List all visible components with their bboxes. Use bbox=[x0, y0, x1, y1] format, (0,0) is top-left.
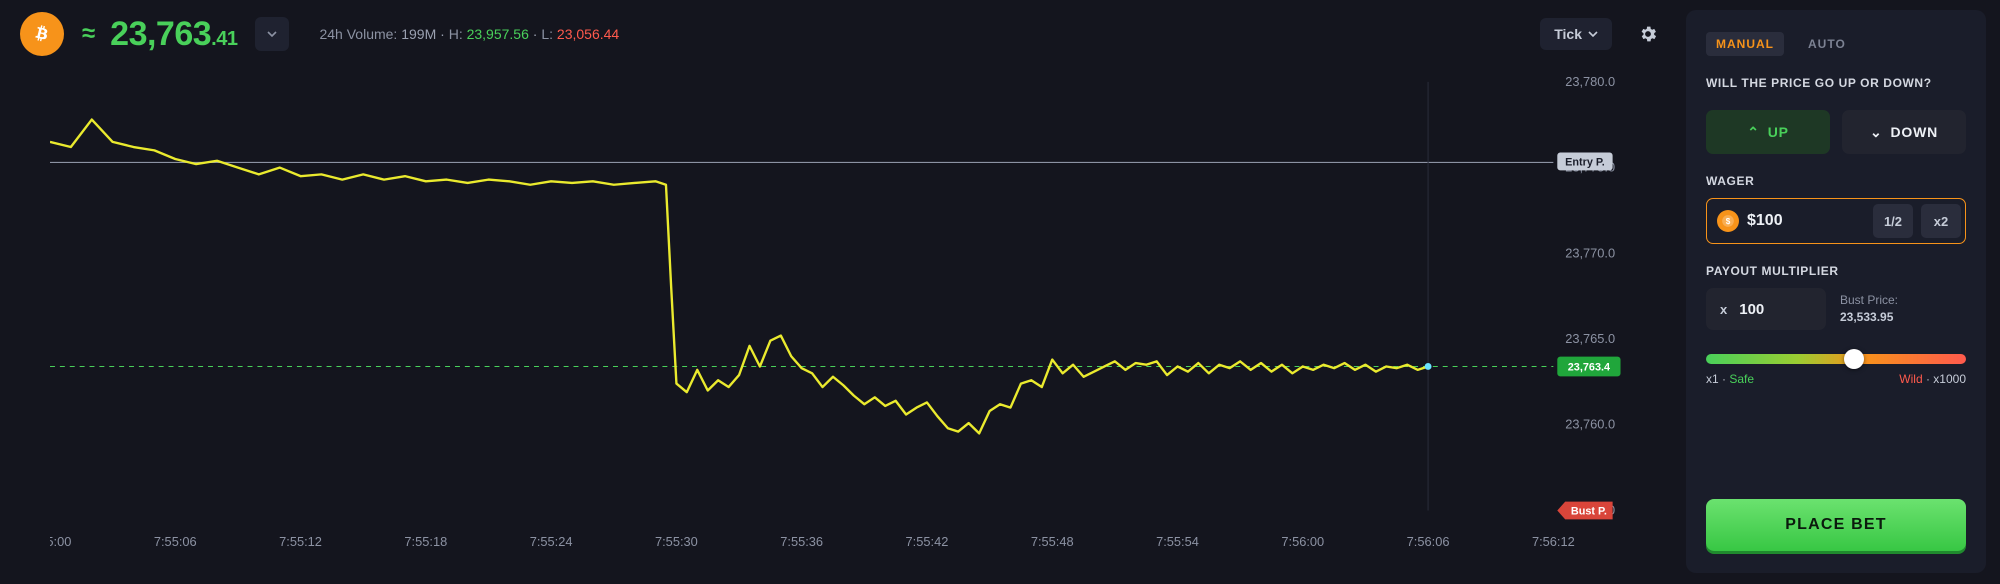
svg-text:23,770.0: 23,770.0 bbox=[1565, 245, 1615, 260]
bet-panel: MANUAL AUTO WILL THE PRICE GO UP OR DOWN… bbox=[1686, 10, 1986, 573]
svg-text:7:55:06: 7:55:06 bbox=[154, 534, 197, 549]
svg-text:7:55:12: 7:55:12 bbox=[279, 534, 322, 549]
price-dropdown-button[interactable] bbox=[255, 17, 289, 51]
bust-price-info: Bust Price: 23,533.95 bbox=[1840, 292, 1898, 326]
tab-auto[interactable]: AUTO bbox=[1798, 32, 1856, 56]
bitcoin-icon bbox=[20, 12, 64, 56]
slider-labels: x1 · Safe Wild · x1000 bbox=[1706, 372, 1966, 386]
double-button[interactable]: x2 bbox=[1921, 204, 1961, 238]
svg-text:23,765.0: 23,765.0 bbox=[1565, 331, 1615, 346]
svg-text:7:56:06: 7:56:06 bbox=[1407, 534, 1450, 549]
down-icon: ⌄ bbox=[1870, 124, 1883, 141]
tab-manual[interactable]: MANUAL bbox=[1706, 32, 1784, 56]
wager-title: WAGER bbox=[1706, 174, 1966, 188]
wager-input[interactable]: $ $100 1/2 x2 bbox=[1706, 198, 1966, 244]
interval-selector[interactable]: Tick bbox=[1540, 18, 1612, 50]
direction-question: WILL THE PRICE GO UP OR DOWN? bbox=[1706, 76, 1966, 90]
svg-text:23,760.0: 23,760.0 bbox=[1565, 417, 1615, 432]
svg-text:Bust P.: Bust P. bbox=[1571, 505, 1607, 517]
svg-text:7:55:48: 7:55:48 bbox=[1031, 534, 1074, 549]
wager-value: $100 bbox=[1747, 212, 1865, 230]
up-icon: ⌃ bbox=[1747, 124, 1760, 141]
up-button[interactable]: ⌃ UP bbox=[1706, 110, 1830, 154]
svg-text:7:55:42: 7:55:42 bbox=[906, 534, 949, 549]
svg-text:$: $ bbox=[1726, 217, 1731, 226]
svg-text:7:55:30: 7:55:30 bbox=[655, 534, 698, 549]
svg-text:Entry P.: Entry P. bbox=[1565, 156, 1605, 168]
svg-text:7:55:00: 7:55:00 bbox=[50, 534, 71, 549]
svg-text:23,763.4: 23,763.4 bbox=[1568, 361, 1610, 373]
svg-text:7:55:18: 7:55:18 bbox=[404, 534, 447, 549]
current-price: 23,763.41 bbox=[110, 15, 237, 54]
price-chart[interactable]: 23,755.023,760.023,765.023,770.023,775.0… bbox=[0, 68, 1686, 584]
coin-icon: $ bbox=[1717, 210, 1739, 232]
payout-title: PAYOUT MULTIPLIER bbox=[1706, 264, 1966, 278]
half-button[interactable]: 1/2 bbox=[1873, 204, 1913, 238]
down-button[interactable]: ⌄ DOWN bbox=[1842, 110, 1966, 154]
place-bet-button[interactable]: PLACE BET bbox=[1706, 499, 1966, 551]
svg-text:7:55:24: 7:55:24 bbox=[530, 534, 573, 549]
svg-text:23,780.0: 23,780.0 bbox=[1565, 74, 1615, 89]
svg-text:7:56:12: 7:56:12 bbox=[1532, 534, 1575, 549]
svg-text:7:56:00: 7:56:00 bbox=[1281, 534, 1324, 549]
multiplier-input[interactable]: x 100 bbox=[1706, 288, 1826, 330]
trend-up-icon: ≈ bbox=[82, 20, 92, 48]
svg-text:7:55:54: 7:55:54 bbox=[1156, 534, 1199, 549]
market-stats: 24h Volume: 199M · H: 23,957.56 · L: 23,… bbox=[319, 26, 619, 42]
svg-text:7:55:36: 7:55:36 bbox=[780, 534, 823, 549]
slider-thumb[interactable] bbox=[1844, 349, 1864, 369]
settings-button[interactable] bbox=[1630, 16, 1666, 52]
multiplier-slider[interactable] bbox=[1706, 354, 1966, 364]
